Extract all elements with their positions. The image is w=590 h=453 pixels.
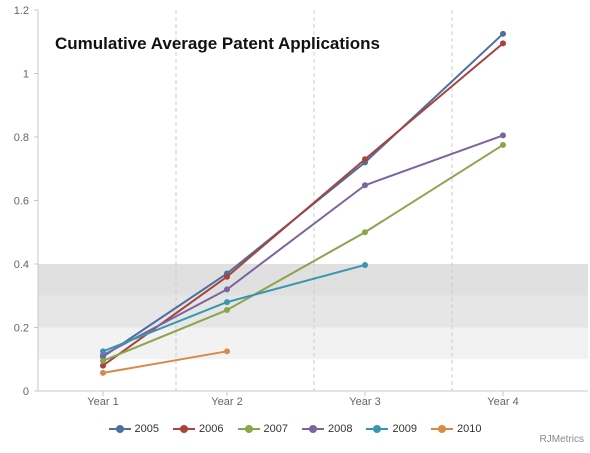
data-point [100,357,106,364]
grid-lines [175,10,453,391]
plot-band [38,295,588,328]
legend-swatch [237,424,260,434]
legend-item-2007[interactable]: 2007 [237,423,288,435]
data-point [224,286,230,293]
series-line [102,144,504,362]
data-point [362,156,368,163]
data-point [224,348,230,355]
legend-swatch-dot [437,425,446,433]
data-point [500,132,506,139]
data-point [100,348,106,355]
legend-item-2009[interactable]: 2009 [366,423,417,435]
data-point [100,362,106,369]
legend: 2005 2006 2007 2008 2009 2010 [0,420,590,438]
chart-title: Cumulative Average Patent Applications [55,34,380,53]
data-point [224,273,230,280]
legend-swatch-dot [244,425,253,433]
y-tick-label: 1.2 [14,5,29,17]
x-tick-label: Year 2 [211,396,242,408]
legend-swatch-dot [115,425,124,433]
legend-label: 2008 [328,423,353,435]
data-point [500,40,506,47]
legend-swatch [302,424,324,434]
legend-item-2005[interactable]: 2005 [108,423,160,435]
legend-item-2010[interactable]: 2010 [430,423,482,435]
x-tick-label: Year 1 [87,396,118,408]
x-tick-label: Year 4 [487,396,518,408]
legend-item-2006[interactable]: 2006 [173,423,224,435]
legend-label: 2009 [392,423,417,435]
legend-swatch [366,424,389,434]
data-point [224,299,230,306]
y-tick-label: 0.8 [14,132,29,144]
data-point [500,30,506,37]
legend-label: 2006 [199,423,224,435]
data-point [362,182,368,189]
legend-item-2008[interactable]: 2008 [302,423,352,435]
data-point [362,229,368,236]
legend-swatch [430,424,453,434]
y-tick-label: 0.2 [14,323,29,335]
plot-band [38,327,588,360]
plot-bands [38,264,588,360]
series-2009 [100,261,368,355]
legend-label: 2007 [263,423,288,435]
series-line [102,350,228,374]
legend-label: 2005 [134,423,160,435]
y-tick-label: 0.4 [14,259,29,271]
legend-swatch [173,424,196,434]
legend-swatch-dot [180,425,189,433]
y-tick-label: 0.6 [14,196,29,208]
axes: 0 0.2 0.4 0.6 0.8 1 1.2 Year 1 Year 2 Year 3 Year … [14,5,588,408]
data-point [362,261,368,268]
series-2007 [100,141,506,364]
data-point [100,369,106,376]
y-tick-label: 0 [23,386,29,398]
legend-label: 2010 [456,423,482,435]
legend-swatch-dot [373,425,382,433]
data-point [500,141,506,148]
series-2010 [100,348,230,376]
legend-swatch-dot [309,425,317,433]
data-point [224,307,230,314]
branding-label: RJMetrics [539,434,584,445]
series-line [102,134,504,357]
legend-swatch [108,424,131,434]
y-tick-label: 1 [23,69,29,81]
x-tick-label: Year 3 [349,396,380,408]
series-layer [100,30,506,376]
